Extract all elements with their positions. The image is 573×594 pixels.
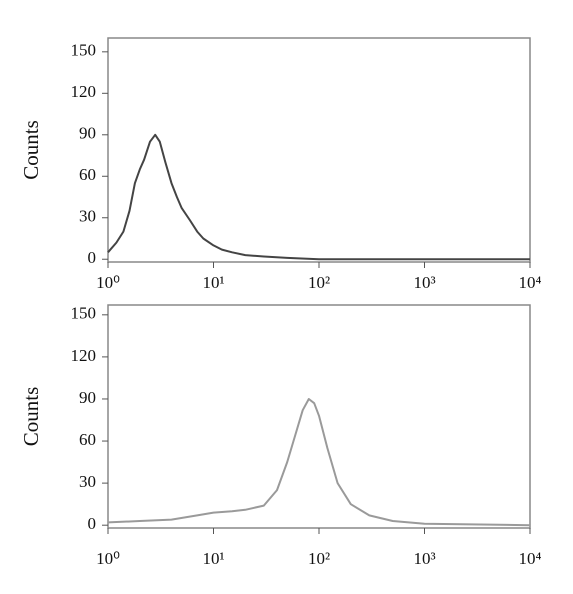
x-tick-label: 10³ xyxy=(413,273,435,292)
y-tick-label: 30 xyxy=(79,207,96,226)
histogram-line xyxy=(107,398,531,527)
y-tick-label: 60 xyxy=(79,165,96,184)
y-tick-label: 60 xyxy=(79,430,96,449)
histogram-line xyxy=(107,133,530,261)
y-tick-label: 120 xyxy=(71,346,97,365)
y-tick-label: 150 xyxy=(71,41,97,60)
y-tick-label: 150 xyxy=(71,304,97,323)
y-tick-label: 30 xyxy=(79,472,96,491)
y-tick-label: 90 xyxy=(79,124,96,143)
x-tick-label: 10² xyxy=(308,273,330,292)
x-tick-label: 10³ xyxy=(413,549,435,568)
y-tick-label: 90 xyxy=(79,388,96,407)
y-tick-label: 0 xyxy=(88,514,97,533)
x-tick-label: 10¹ xyxy=(202,273,224,292)
y-axis-label: Counts xyxy=(19,387,43,447)
y-axis-label: Counts xyxy=(19,120,43,180)
x-tick-label: 10² xyxy=(308,549,330,568)
y-tick-label: 0 xyxy=(88,248,97,267)
x-tick-label: 10⁴ xyxy=(519,273,542,292)
x-tick-label: 10¹ xyxy=(202,549,224,568)
x-tick-label: 10⁰ xyxy=(96,549,120,568)
y-tick-label: 120 xyxy=(71,82,97,101)
plot-frame xyxy=(107,37,531,263)
x-tick-label: 10⁴ xyxy=(519,549,542,568)
x-tick-label: 10⁰ xyxy=(96,273,120,292)
